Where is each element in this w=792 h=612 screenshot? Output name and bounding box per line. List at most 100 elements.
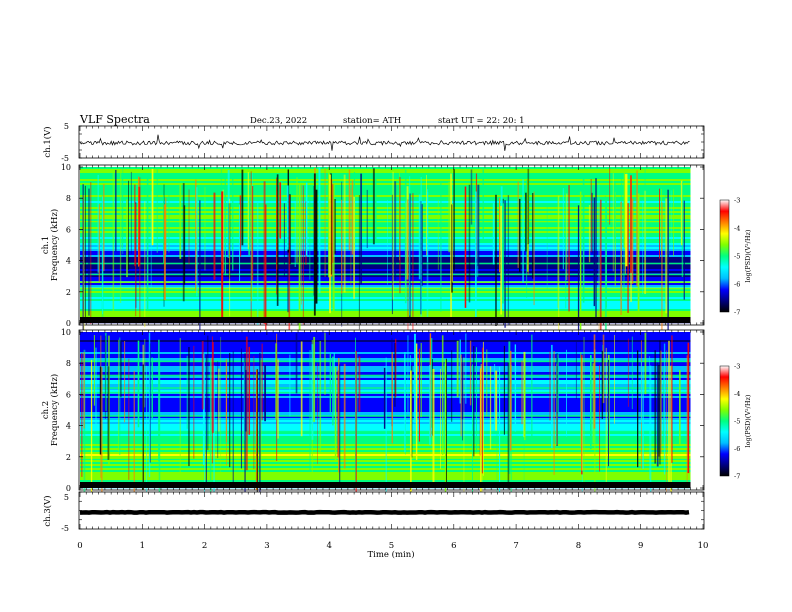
dc-band xyxy=(80,317,691,323)
spectrogram-band xyxy=(80,478,691,481)
spectrogram-band xyxy=(80,247,691,250)
sferic-streak xyxy=(666,350,667,494)
spectrogram-band xyxy=(80,173,691,176)
spectrogram-band xyxy=(80,181,691,184)
frequency-tick-label: 6 xyxy=(66,390,71,399)
narrowband-line xyxy=(80,360,691,363)
colorbar-tick-label: -3 xyxy=(734,363,740,371)
sferic-streak xyxy=(260,360,262,465)
ch1-spectrogram-ylabel-line1: ch.1 xyxy=(41,236,51,254)
sferic-streak xyxy=(188,189,190,265)
spectrogram-band xyxy=(80,245,691,248)
sferic-streak xyxy=(405,365,406,455)
sferic-streak xyxy=(495,194,497,326)
sferic-streak xyxy=(649,356,651,480)
narrowband-line xyxy=(80,219,691,221)
sferic-streak xyxy=(245,336,248,471)
frequency-tick-label: 4 xyxy=(66,257,71,266)
sferic-streak xyxy=(119,337,121,456)
ch1-waveform-panel: 5 -5 ch.1(V) xyxy=(42,122,705,163)
sferic-streak xyxy=(90,182,92,324)
sferic-streak xyxy=(410,370,412,505)
sferic-streak xyxy=(460,354,462,437)
sferic-streak xyxy=(126,199,128,278)
sferic-streak xyxy=(358,356,361,412)
sferic-streak xyxy=(394,342,396,407)
frequency-tick-label: 10 xyxy=(61,163,71,172)
spectrogram-band xyxy=(80,249,691,252)
sferic-streak xyxy=(253,355,255,470)
sferic-streak xyxy=(156,169,158,253)
spectrogram-band xyxy=(80,285,691,288)
sferic-streak xyxy=(248,346,251,435)
sferic-streak xyxy=(632,198,634,284)
sferic-streak xyxy=(252,186,254,280)
sferic-streak xyxy=(120,341,122,398)
spectrogram-band xyxy=(80,466,691,469)
sferic-streak xyxy=(687,342,690,474)
time-tick-label: 0 xyxy=(77,541,82,551)
frequency-tick-label: 0 xyxy=(66,484,71,493)
spectrogram-band xyxy=(80,209,691,212)
sferic-streak xyxy=(205,354,207,484)
sferic-streak xyxy=(394,181,397,281)
ch3-ytick-bottom: -5 xyxy=(61,524,69,533)
narrowband-line xyxy=(80,457,691,459)
sferic-streak xyxy=(480,368,481,493)
sferic-streak xyxy=(624,174,626,274)
spectrogram-band xyxy=(80,223,691,226)
sferic-streak xyxy=(387,200,388,285)
sferic-streak xyxy=(450,173,453,320)
sferic-streak xyxy=(392,171,394,300)
sferic-streak xyxy=(186,355,189,429)
sferic-streak xyxy=(451,203,453,283)
sferic-streak xyxy=(350,188,352,286)
spectrogram-band xyxy=(80,311,691,314)
sferic-streak xyxy=(459,339,461,404)
sferic-streak xyxy=(508,341,511,474)
spectrogram-band xyxy=(80,428,691,431)
sferic-streak xyxy=(420,342,422,418)
sferic-streak xyxy=(302,185,304,325)
sferic-streak xyxy=(527,168,530,245)
colorbar-tick-label: -6 xyxy=(734,445,740,453)
sferic-streak xyxy=(150,191,152,288)
sferic-streak xyxy=(642,366,644,469)
sferic-streak xyxy=(229,352,231,468)
sferic-streak xyxy=(144,339,146,408)
sferic-streak xyxy=(453,169,455,271)
ch3-ytick-top: 5 xyxy=(64,493,69,502)
sferic-streak xyxy=(324,168,326,277)
sferic-streak xyxy=(300,341,303,437)
sferic-streak xyxy=(239,204,241,281)
sferic-streak xyxy=(522,179,525,283)
sferic-streak xyxy=(247,172,249,250)
spectrogram-band xyxy=(80,313,691,316)
sferic-streak xyxy=(328,167,330,278)
sferic-streak xyxy=(309,350,311,472)
sferic-streak xyxy=(84,185,87,321)
sferic-streak xyxy=(608,359,609,467)
spectrogram-band xyxy=(80,348,691,351)
sferic-streak xyxy=(135,203,137,317)
sferic-streak xyxy=(557,194,559,308)
sferic-streak xyxy=(232,351,234,485)
sferic-streak xyxy=(264,365,266,422)
sferic-streak xyxy=(614,334,615,424)
sferic-streak xyxy=(202,353,205,465)
sferic-streak xyxy=(332,184,335,314)
spectrogram-band xyxy=(80,167,691,170)
time-tick-label: 8 xyxy=(576,541,581,551)
sferic-streak xyxy=(319,341,322,452)
spectrogram-band xyxy=(80,450,691,453)
sferic-streak xyxy=(553,351,555,475)
sferic-streak xyxy=(486,349,488,417)
sferic-streak xyxy=(495,370,498,431)
sferic-streak xyxy=(193,345,195,459)
ch2-colorbar-ticks: -3 -4 -5 -6 -7 xyxy=(734,363,740,481)
colorbar-tick-label: -7 xyxy=(734,473,740,481)
sferic-streak xyxy=(341,199,343,294)
ch2-spectrogram-ylabel-line1: ch.2 xyxy=(41,401,51,419)
sferic-streak xyxy=(440,181,442,312)
sferic-streak xyxy=(83,352,85,429)
